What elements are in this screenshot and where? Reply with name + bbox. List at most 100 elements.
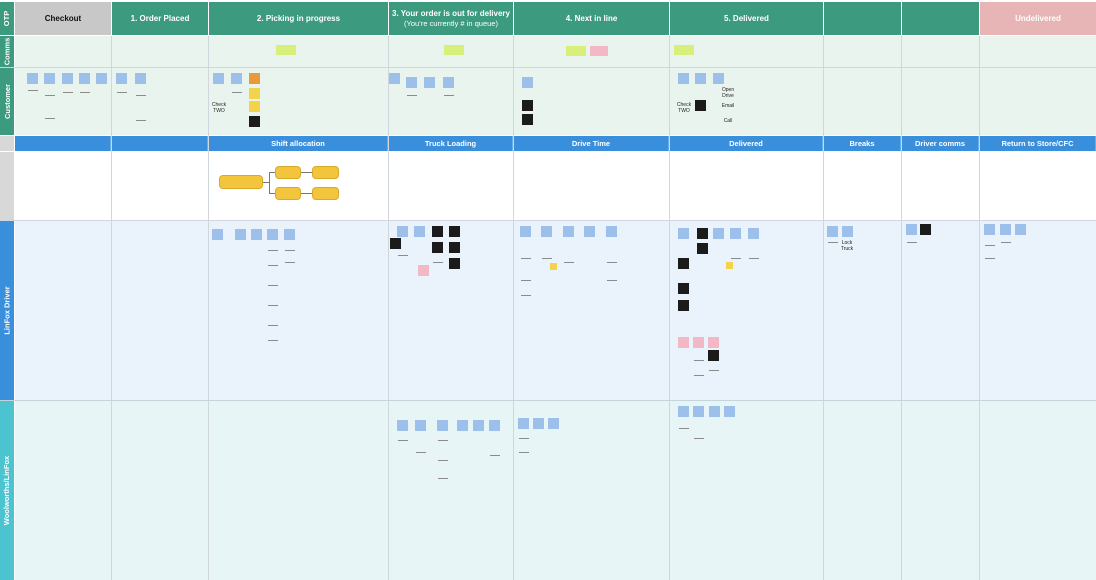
sticky-note[interactable] xyxy=(906,224,917,235)
sticky-note[interactable] xyxy=(424,77,435,88)
sticky-note[interactable] xyxy=(27,73,38,84)
sticky-note[interactable] xyxy=(748,228,759,239)
stage-header-undelivered[interactable]: Undelivered xyxy=(980,2,1096,35)
sticky-note[interactable] xyxy=(984,224,995,235)
sticky-note[interactable] xyxy=(566,46,586,56)
sticky-note[interactable] xyxy=(116,73,127,84)
sticky-note[interactable] xyxy=(276,45,296,55)
sticky-note[interactable] xyxy=(96,73,107,84)
stage-header-next-in-line[interactable]: 4. Next in line xyxy=(514,2,669,35)
sticky-note[interactable] xyxy=(678,228,689,239)
sticky-note[interactable] xyxy=(678,406,689,417)
sticky-note[interactable] xyxy=(678,300,689,311)
sticky-note[interactable] xyxy=(251,229,262,240)
sticky-note[interactable] xyxy=(213,73,224,84)
sticky-note[interactable] xyxy=(606,226,617,237)
sticky-note[interactable] xyxy=(390,238,401,249)
sticky-note[interactable] xyxy=(432,242,443,253)
band-truck-loading[interactable]: Truck Loading xyxy=(389,136,513,151)
stage-header-order-placed[interactable]: 1. Order Placed xyxy=(112,2,208,35)
flow-box-branch-1[interactable] xyxy=(275,166,301,179)
stage-header-picking[interactable]: 2. Picking in progress xyxy=(209,2,388,35)
sticky-note[interactable] xyxy=(590,46,608,56)
sticky-note[interactable] xyxy=(1015,224,1026,235)
sticky-note[interactable] xyxy=(548,418,559,429)
sticky-note[interactable] xyxy=(522,114,533,125)
sticky-note[interactable] xyxy=(389,73,400,84)
sticky-note[interactable] xyxy=(406,77,417,88)
sticky-note[interactable] xyxy=(235,229,246,240)
sticky-note[interactable] xyxy=(449,258,460,269)
sticky-note[interactable] xyxy=(249,88,260,99)
sticky-note[interactable] xyxy=(444,45,464,55)
sticky-note[interactable] xyxy=(518,418,529,429)
stage-header-blank-1[interactable] xyxy=(824,2,901,35)
stage-header-delivered[interactable]: 5. Delivered xyxy=(670,2,823,35)
sticky-note[interactable] xyxy=(695,100,706,111)
sticky-note[interactable] xyxy=(730,228,741,239)
sticky-note[interactable] xyxy=(449,242,460,253)
sticky-note[interactable] xyxy=(713,73,724,84)
sticky-note[interactable] xyxy=(284,229,295,240)
sticky-note[interactable] xyxy=(563,226,574,237)
sticky-note[interactable] xyxy=(249,116,260,127)
sticky-note[interactable] xyxy=(713,228,724,239)
sticky-note[interactable] xyxy=(457,420,468,431)
stage-header-out-for-delivery[interactable]: 3. Your order is out for delivery (You’re… xyxy=(389,2,513,35)
band-drive-time[interactable]: Drive Time xyxy=(514,136,669,151)
sticky-note[interactable] xyxy=(674,45,694,55)
sticky-note[interactable] xyxy=(522,77,533,88)
sticky-note[interactable] xyxy=(489,420,500,431)
sticky-note[interactable] xyxy=(449,226,460,237)
sticky-note[interactable] xyxy=(697,243,708,254)
flow-box-start[interactable] xyxy=(219,175,263,189)
sticky-note[interactable] xyxy=(415,420,426,431)
sticky-note[interactable] xyxy=(693,406,704,417)
sticky-note[interactable] xyxy=(697,228,708,239)
sticky-note[interactable] xyxy=(267,229,278,240)
sticky-note[interactable] xyxy=(135,73,146,84)
sticky-note[interactable] xyxy=(678,283,689,294)
band-driver-comms[interactable]: Driver comms xyxy=(902,136,979,151)
band-breaks[interactable]: Breaks xyxy=(824,136,901,151)
sticky-note[interactable] xyxy=(920,224,931,235)
sticky-note[interactable] xyxy=(695,73,706,84)
stage-header-checkout[interactable]: Checkout xyxy=(15,2,111,35)
sticky-note[interactable] xyxy=(397,226,408,237)
band-delivered[interactable]: Delivered xyxy=(670,136,823,151)
sticky-note[interactable] xyxy=(397,420,408,431)
sticky-note[interactable] xyxy=(533,418,544,429)
sticky-note[interactable] xyxy=(432,226,443,237)
sticky-note[interactable] xyxy=(708,350,719,361)
stage-header-blank-2[interactable] xyxy=(902,2,979,35)
sticky-note[interactable] xyxy=(678,337,689,348)
sticky-note[interactable] xyxy=(437,420,448,431)
sticky-note[interactable] xyxy=(520,226,531,237)
sticky-note[interactable] xyxy=(678,73,689,84)
sticky-note[interactable] xyxy=(249,101,260,112)
sticky-note[interactable] xyxy=(842,226,853,237)
sticky-note[interactable] xyxy=(827,226,838,237)
sticky-note[interactable] xyxy=(709,406,720,417)
sticky-note[interactable] xyxy=(584,226,595,237)
sticky-note[interactable] xyxy=(44,73,55,84)
flow-box-end-2[interactable] xyxy=(312,187,339,200)
sticky-note[interactable] xyxy=(724,406,735,417)
flow-box-end-1[interactable] xyxy=(312,166,339,179)
band-shift-allocation[interactable]: Shift allocation xyxy=(209,136,388,151)
flow-box-branch-2[interactable] xyxy=(275,187,301,200)
sticky-note[interactable] xyxy=(522,100,533,111)
band-return[interactable]: Return to Store/CFC xyxy=(980,136,1096,151)
sticky-note[interactable] xyxy=(212,229,223,240)
sticky-note[interactable] xyxy=(414,226,425,237)
sticky-note[interactable] xyxy=(231,73,242,84)
sticky-note[interactable] xyxy=(62,73,73,84)
sticky-note[interactable] xyxy=(1000,224,1011,235)
sticky-note[interactable] xyxy=(79,73,90,84)
sticky-note[interactable] xyxy=(693,337,704,348)
sticky-note[interactable] xyxy=(249,73,260,84)
sticky-note[interactable] xyxy=(473,420,484,431)
sticky-note[interactable] xyxy=(541,226,552,237)
sticky-note[interactable] xyxy=(708,337,719,348)
sticky-note[interactable] xyxy=(418,265,429,276)
